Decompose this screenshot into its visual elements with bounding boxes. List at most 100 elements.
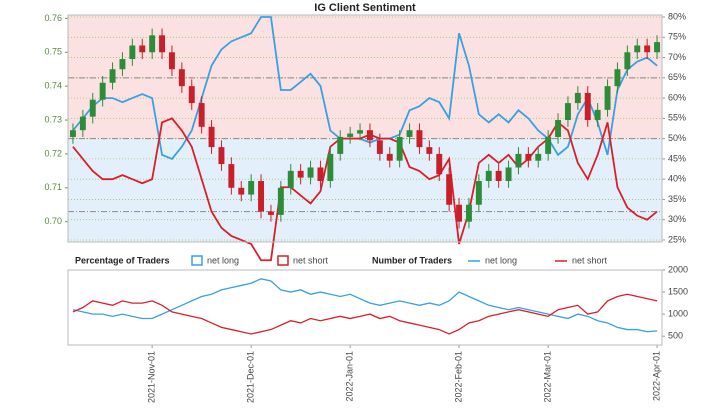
upper-shade bbox=[68, 15, 662, 139]
candle-body bbox=[465, 204, 472, 222]
candle-body bbox=[634, 45, 641, 53]
candle-body bbox=[555, 120, 562, 137]
candle-body bbox=[564, 103, 571, 121]
x-tick-label: 2021-Dec-01 bbox=[246, 351, 256, 403]
candle-body bbox=[624, 52, 631, 70]
candle-body bbox=[525, 153, 532, 161]
x-tick-label: 2022-Mar-01 bbox=[543, 351, 553, 403]
candle-body bbox=[386, 153, 393, 161]
candle-body bbox=[149, 35, 156, 53]
candle-body bbox=[545, 136, 552, 154]
y2-tick-label: 45% bbox=[668, 153, 686, 163]
candle-body bbox=[594, 109, 601, 121]
candle-body bbox=[505, 167, 512, 182]
y2-tick-label: 75% bbox=[668, 32, 686, 42]
y2-tick-label: 55% bbox=[668, 113, 686, 123]
candle-body bbox=[644, 45, 651, 53]
y-tick-label: 500 bbox=[668, 331, 683, 341]
y2-tick-label: 35% bbox=[668, 194, 686, 204]
candle-body bbox=[416, 130, 423, 148]
y2-tick-label: 50% bbox=[668, 133, 686, 143]
legend-label: net short bbox=[572, 255, 608, 265]
candle-body bbox=[267, 211, 274, 215]
legend-label: net long bbox=[207, 255, 239, 265]
candle-body bbox=[436, 153, 443, 175]
y-tick-label: 0.76 bbox=[44, 13, 62, 23]
candle-body bbox=[168, 52, 175, 70]
candle-body bbox=[79, 116, 86, 131]
candle-body bbox=[178, 69, 185, 87]
candle-body bbox=[574, 92, 581, 104]
legend-title: Percentage of Traders bbox=[75, 255, 170, 265]
y-tick-label: 0.70 bbox=[44, 216, 62, 226]
candle-body bbox=[426, 147, 433, 154]
legend-swatch bbox=[277, 255, 289, 266]
y-tick-label: 1500 bbox=[668, 286, 688, 296]
candle-body bbox=[208, 126, 215, 148]
candle-body bbox=[218, 147, 225, 165]
candle-body bbox=[109, 69, 116, 83]
candle-body bbox=[248, 181, 255, 195]
x-tick-label: 2022-Feb-01 bbox=[453, 351, 463, 403]
legend-title: Number of Traders bbox=[372, 255, 452, 265]
candle-body bbox=[515, 153, 522, 168]
y2-tick-label: 80% bbox=[668, 11, 686, 21]
candle-body bbox=[535, 153, 542, 161]
y-tick-label: 2000 bbox=[668, 264, 688, 274]
y-tick-label: 0.71 bbox=[44, 182, 62, 192]
candle-body bbox=[654, 42, 661, 53]
y2-tick-label: 25% bbox=[668, 234, 686, 244]
candle-body bbox=[238, 187, 245, 195]
y-tick-label: 0.75 bbox=[44, 47, 62, 57]
candle-body bbox=[604, 86, 611, 110]
candle-body bbox=[119, 59, 126, 70]
candle-body bbox=[317, 167, 324, 182]
candle-body bbox=[188, 86, 195, 104]
candle-body bbox=[277, 187, 284, 215]
candle-body bbox=[614, 69, 621, 87]
y-tick-label: 1000 bbox=[668, 308, 688, 318]
sentiment-line bbox=[72, 16, 658, 160]
candle-body bbox=[198, 103, 205, 127]
y2-tick-label: 65% bbox=[668, 72, 686, 82]
candle-body bbox=[287, 170, 294, 188]
candle-body bbox=[307, 167, 314, 178]
chart-title: IG Client Sentiment bbox=[314, 2, 416, 14]
y2-tick-label: 60% bbox=[668, 92, 686, 102]
plot-frame bbox=[67, 14, 663, 243]
candle-body bbox=[139, 45, 146, 53]
candle-body bbox=[357, 130, 364, 134]
y2-tick-label: 30% bbox=[668, 214, 686, 224]
lower-shade bbox=[68, 138, 662, 242]
candle-body bbox=[495, 170, 502, 182]
candle-body bbox=[376, 140, 383, 154]
trader-line bbox=[72, 293, 658, 335]
x-tick-label: 2021-Nov-01 bbox=[147, 351, 157, 403]
x-tick-label: 2022-Jan-01 bbox=[345, 351, 355, 402]
candle-body bbox=[69, 130, 76, 137]
y2-tick-label: 40% bbox=[668, 174, 686, 184]
legend-label: net short bbox=[293, 255, 329, 265]
candle-body bbox=[406, 130, 413, 137]
y-tick-label: 0.74 bbox=[44, 81, 62, 91]
candle-body bbox=[584, 92, 591, 121]
candle-body bbox=[446, 174, 453, 205]
candle-body bbox=[297, 170, 304, 178]
y-tick-label: 0.73 bbox=[44, 114, 62, 124]
y-tick-label: 0.72 bbox=[44, 148, 62, 158]
candle-body bbox=[337, 136, 344, 154]
candle-body bbox=[366, 130, 373, 141]
candle-body bbox=[99, 82, 106, 100]
y2-tick-label: 70% bbox=[668, 52, 686, 62]
x-tick-label: 2022-Apr-01 bbox=[651, 351, 661, 401]
candle-body bbox=[456, 204, 463, 222]
plot-frame bbox=[67, 269, 663, 346]
candle-body bbox=[347, 133, 354, 137]
candle-body bbox=[129, 45, 136, 60]
candle-body bbox=[258, 181, 265, 212]
candle-body bbox=[396, 136, 403, 161]
candle-body bbox=[475, 181, 482, 205]
legend-label: net long bbox=[485, 255, 517, 265]
candle-body bbox=[159, 35, 166, 53]
